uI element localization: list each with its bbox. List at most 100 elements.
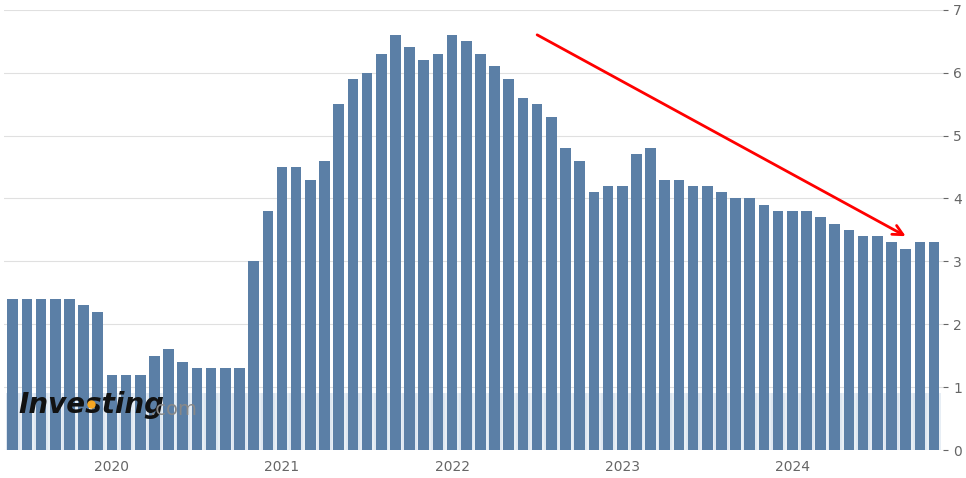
- Text: .com: .com: [150, 400, 197, 419]
- Bar: [588, 192, 599, 450]
- Bar: [700, 393, 714, 450]
- Bar: [488, 393, 501, 450]
- Bar: [416, 393, 431, 450]
- Bar: [6, 393, 19, 450]
- Bar: [149, 356, 159, 450]
- Bar: [603, 186, 613, 450]
- Bar: [658, 393, 671, 450]
- Bar: [388, 393, 403, 450]
- Bar: [785, 393, 800, 450]
- Bar: [78, 305, 89, 450]
- Bar: [48, 393, 62, 450]
- Bar: [673, 180, 684, 450]
- Bar: [927, 393, 941, 450]
- Bar: [813, 393, 828, 450]
- Bar: [431, 393, 445, 450]
- Bar: [220, 369, 231, 450]
- Bar: [801, 211, 811, 450]
- Bar: [319, 161, 329, 450]
- Bar: [473, 393, 488, 450]
- Bar: [900, 249, 911, 450]
- Text: Investing: Investing: [18, 391, 164, 419]
- Bar: [631, 154, 641, 450]
- Bar: [586, 393, 601, 450]
- Bar: [546, 117, 556, 450]
- Bar: [730, 198, 741, 450]
- Bar: [234, 369, 244, 450]
- Bar: [178, 362, 188, 450]
- Bar: [333, 104, 344, 450]
- Bar: [190, 393, 204, 450]
- Bar: [93, 312, 103, 450]
- Bar: [291, 167, 301, 450]
- Bar: [828, 393, 842, 450]
- Bar: [645, 148, 656, 450]
- Bar: [204, 393, 218, 450]
- Bar: [758, 205, 769, 450]
- Bar: [702, 186, 713, 450]
- Bar: [915, 242, 925, 450]
- Bar: [248, 261, 259, 450]
- Bar: [148, 393, 161, 450]
- Bar: [361, 73, 372, 450]
- Bar: [36, 299, 46, 450]
- Bar: [289, 393, 303, 450]
- Bar: [660, 180, 670, 450]
- Bar: [106, 375, 117, 450]
- Bar: [773, 211, 783, 450]
- Bar: [119, 393, 133, 450]
- Bar: [575, 161, 585, 450]
- Bar: [503, 79, 514, 450]
- Bar: [843, 230, 854, 450]
- Bar: [8, 299, 18, 450]
- Bar: [686, 393, 700, 450]
- Bar: [688, 186, 698, 450]
- Bar: [318, 393, 331, 450]
- Bar: [830, 224, 840, 450]
- Bar: [445, 393, 459, 450]
- Bar: [206, 369, 216, 450]
- Bar: [360, 393, 374, 450]
- Bar: [560, 148, 571, 450]
- Bar: [161, 393, 176, 450]
- Bar: [133, 393, 148, 450]
- Bar: [348, 79, 358, 450]
- Bar: [276, 167, 287, 450]
- Bar: [62, 393, 76, 450]
- Bar: [714, 393, 728, 450]
- Bar: [275, 393, 289, 450]
- Bar: [50, 299, 61, 450]
- Bar: [913, 393, 927, 450]
- Bar: [104, 393, 119, 450]
- Bar: [346, 393, 360, 450]
- Bar: [374, 393, 388, 450]
- Bar: [121, 375, 131, 450]
- Bar: [19, 393, 34, 450]
- Bar: [558, 393, 573, 450]
- Bar: [671, 393, 686, 450]
- Bar: [544, 393, 558, 450]
- Bar: [530, 393, 544, 450]
- Bar: [191, 369, 202, 450]
- Bar: [501, 393, 516, 450]
- Bar: [856, 393, 870, 450]
- Bar: [617, 186, 628, 450]
- Bar: [91, 393, 104, 450]
- Bar: [743, 393, 756, 450]
- Bar: [246, 393, 261, 450]
- Bar: [303, 393, 318, 450]
- Bar: [842, 393, 856, 450]
- Bar: [815, 217, 826, 450]
- Bar: [403, 393, 416, 450]
- Bar: [218, 393, 233, 450]
- Bar: [615, 393, 629, 450]
- Bar: [433, 54, 443, 450]
- Bar: [771, 393, 785, 450]
- Bar: [331, 393, 346, 450]
- Bar: [376, 54, 386, 450]
- Bar: [643, 393, 658, 450]
- Bar: [573, 393, 586, 450]
- Bar: [886, 242, 896, 450]
- Bar: [716, 192, 726, 450]
- Bar: [745, 198, 755, 450]
